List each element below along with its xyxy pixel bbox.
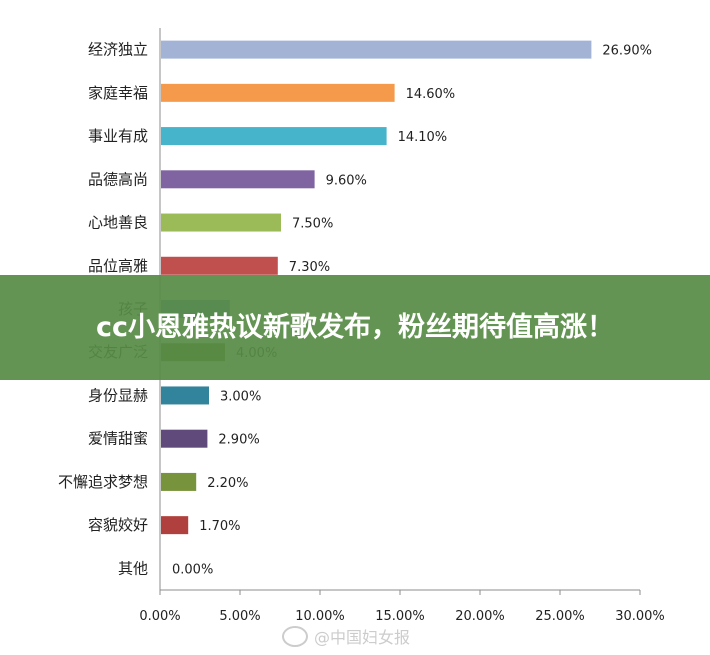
x-tick-label-5: 25.00% [535, 609, 585, 624]
x-tick-label-2: 10.00% [295, 609, 345, 624]
category-label-4: 心地善良 [88, 214, 148, 232]
x-ticks-layer: 0.00% 5.00% 10.00% 15.00% 20.00% 25.00% 30.00% [139, 590, 665, 624]
value-label-3: 9.60% [326, 173, 367, 188]
value-label-8: 3.00% [220, 389, 261, 404]
bar-8 [161, 386, 209, 405]
weibo-icon [282, 625, 308, 647]
bar-4 [161, 213, 281, 232]
bar-11 [161, 516, 189, 535]
value-label-11: 1.70% [199, 519, 240, 534]
x-tick-label-3: 15.00% [375, 609, 425, 624]
bar-5 [161, 256, 278, 275]
value-label-5: 7.30% [289, 260, 330, 275]
bar-3 [161, 170, 315, 189]
category-label-8: 身份显赫 [88, 386, 148, 404]
category-label-3: 品德高尚 [88, 170, 148, 188]
category-label-1: 家庭幸福 [88, 84, 148, 102]
category-label-11: 容貌姣好 [88, 516, 148, 534]
watermark-text: @中国妇女报 [314, 628, 411, 647]
value-label-1: 14.60% [406, 87, 456, 102]
x-tick-label-4: 20.00% [455, 609, 505, 624]
headline-banner: cc小恩雅热议新歌发布，粉丝期待值高涨！ [0, 275, 710, 380]
x-tick-label-1: 5.00% [219, 609, 260, 624]
bar-1 [161, 83, 395, 102]
value-label-2: 14.10% [398, 130, 448, 145]
category-label-2: 事业有成 [88, 127, 148, 145]
x-tick-label-6: 30.00% [615, 609, 665, 624]
bar-9 [161, 429, 208, 448]
category-label-0: 经济独立 [88, 41, 148, 59]
value-label-10: 2.20% [207, 476, 248, 491]
value-label-4: 7.50% [292, 217, 333, 232]
x-tick-label-0: 0.00% [139, 609, 180, 624]
headline-text: cc小恩雅热议新歌发布，粉丝期待值高涨！ [95, 311, 614, 343]
watermark: @中国妇女报 [282, 624, 410, 648]
value-label-0: 26.90% [602, 44, 652, 59]
category-label-5: 品位高雅 [88, 257, 148, 275]
category-label-10: 不懈追求梦想 [58, 473, 148, 491]
value-label-12: 0.00% [172, 562, 213, 577]
bar-10 [161, 472, 197, 491]
labels-layer: 经济独立 26.90% 家庭幸福 14.60% 事业有成 14.10% 品德高尚 9.60% 心… [58, 41, 652, 578]
bar-2 [161, 127, 387, 146]
value-label-9: 2.90% [218, 433, 259, 448]
category-label-12: 其他 [118, 559, 148, 577]
bar-0 [161, 40, 592, 59]
category-label-9: 爱情甜蜜 [88, 430, 148, 448]
